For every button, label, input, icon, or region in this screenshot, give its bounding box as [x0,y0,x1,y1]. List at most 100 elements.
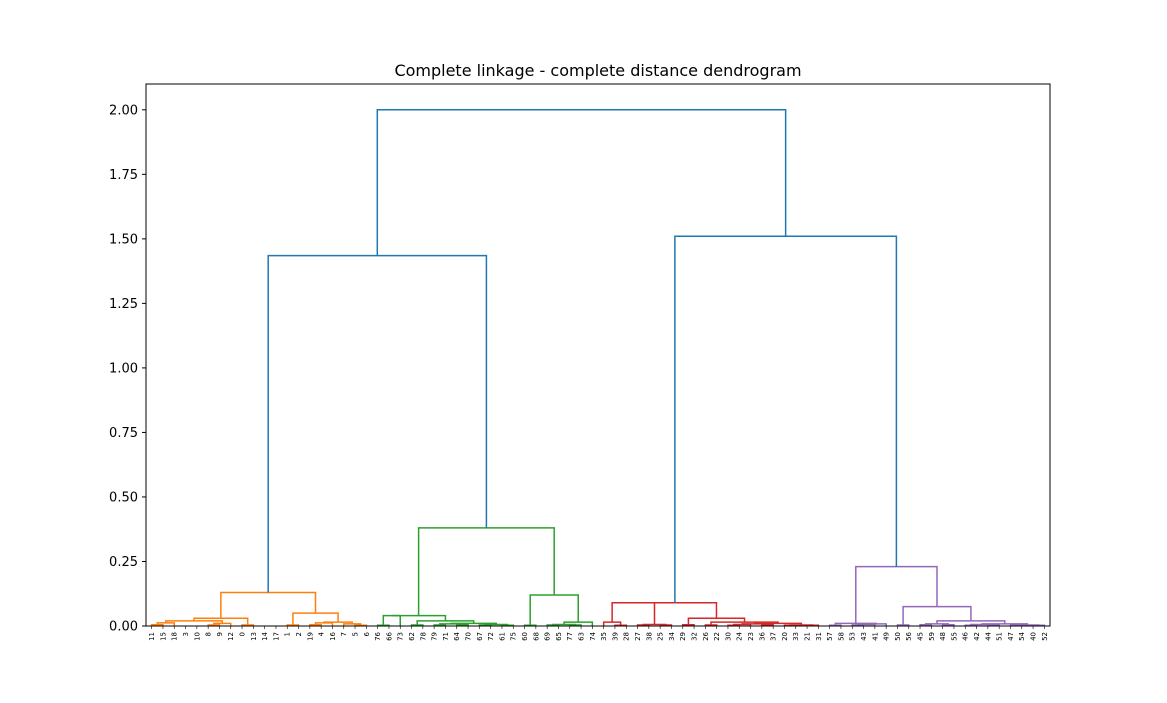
leaf-label: 32 [690,632,698,641]
leaf-label: 17 [272,632,280,641]
leaf-label: 27 [634,632,642,641]
link-t3 [376,109,787,256]
y-tick-label: 0.50 [109,490,138,505]
link-b16 [552,623,577,626]
leaf-label: 11 [148,632,156,641]
leaf-label: 34 [668,631,676,640]
leaf-label: 68 [532,632,540,641]
leaf-label: 61 [498,632,506,641]
plot-area [150,109,1046,626]
leaf-label: 25 [657,632,665,641]
leaf-label: 48 [939,632,947,641]
leaf-label: 19 [306,632,314,641]
y-tick-label: 1.50 [109,232,138,247]
leaf-label: 18 [171,632,179,641]
leaf-label: 7 [340,632,348,636]
leaf-label: 75 [510,632,518,641]
leaf-label: 31 [815,632,823,641]
link-a13 [323,621,353,624]
leaf-label: 76 [374,631,382,640]
link-d9 [924,623,950,625]
leaf-label: 46 [962,631,970,640]
link-b3 [410,624,424,626]
leaf-label: 3 [182,632,190,636]
leaf-label: 43 [860,632,868,641]
leaf-label: 57 [826,632,834,641]
y-tick-label: 1.00 [109,361,138,376]
leaf-label: 62 [408,632,416,641]
y-tick-label: 1.75 [109,168,138,183]
leaf-label: 60 [521,632,529,641]
leaf-label: 33 [792,632,800,641]
leaf-label: 38 [645,632,653,641]
leaf-label: 0 [238,632,246,636]
link-t1 [267,254,488,593]
leaf-label: 66 [385,631,393,640]
leaf-label: 65 [555,632,563,641]
link-c11 [761,623,774,626]
link-b4 [433,624,447,626]
leaf-label: 36 [758,631,766,640]
link-b19 [417,527,555,616]
leaf-label: 1 [284,632,292,636]
y-tick-label: 0.75 [109,426,138,441]
leaf-label: 67 [476,632,484,641]
link-t2 [674,235,898,603]
leaf-label: 13 [250,632,258,641]
leaf-label: 73 [397,632,405,641]
chart-title: Complete linkage - complete distance den… [394,61,801,80]
y-axis: 0.00 0.25 0.50 0.75 1.00 1.25 1.50 1.75 2.00 [109,103,146,635]
leaf-label: 24 [736,631,744,640]
leaf-label: 37 [770,632,778,641]
leaf-label: 16 [329,631,337,640]
link-a9 [309,623,322,626]
leaf-label: 79 [431,632,439,641]
link-d7 [919,623,933,626]
leaf-label: 58 [837,632,845,641]
leaf-label: 35 [600,632,608,641]
leaf-label: 59 [928,632,936,641]
leaf-label: 63 [577,632,585,641]
leaf-label: 69 [544,632,552,641]
leaf-label: 55 [950,632,958,641]
leaf-label: 70 [464,632,472,641]
leaf-label: 71 [442,632,450,641]
leaf-label: 14 [261,631,269,640]
leaf-label: 21 [803,632,811,641]
link-c19 [633,602,718,619]
leaf-label: 72 [487,632,495,641]
leaf-label: 41 [871,632,879,641]
link-d8 [941,623,955,626]
leaf-label: 8 [205,632,213,636]
y-tick-label: 1.25 [109,297,138,312]
link-b2 [382,614,401,626]
x-axis: 11 15 18 3 10 8 9 12 0 13 14 17 1 2 19 4 16 7 5 6 76 66 73 62 78… [148,626,1049,641]
y-tick-label: 0.25 [109,555,138,570]
leaf-label: 10 [193,632,201,641]
leaf-label: 49 [883,632,891,641]
link-a8 [286,624,300,626]
link-b18 [529,594,579,626]
leaf-label: 9 [216,632,224,636]
leaf-label: 29 [679,632,687,641]
leaf-label: 23 [747,632,755,641]
link-a5 [241,624,255,626]
leaf-label: 53 [849,632,857,641]
leaf-label: 52 [1041,632,1049,641]
link-b5 [456,623,469,626]
leaf-label: 20 [781,632,789,641]
leaf-label: 54 [1018,631,1026,640]
leaf-label: 26 [702,631,710,640]
leaf-label: 78 [419,632,427,641]
link-a15 [220,591,317,619]
leaf-label: 64 [453,631,461,640]
link-c2 [602,621,622,626]
leaf-label: 40 [1029,632,1037,641]
leaf-label: 12 [227,632,235,641]
leaf-label: 15 [159,632,167,641]
link-a1 [150,623,164,626]
leaf-label: 5 [351,632,359,636]
y-tick-label: 2.00 [109,103,138,118]
leaf-label: 56 [905,631,913,640]
link-b12 [391,614,447,621]
